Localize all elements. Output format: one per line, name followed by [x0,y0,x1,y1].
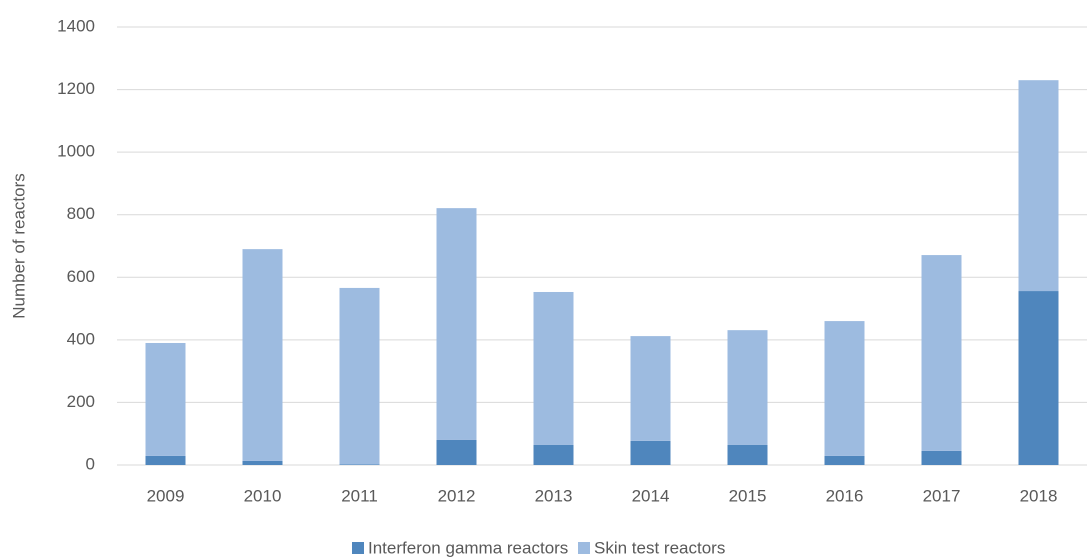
bar-segment [436,439,477,465]
y-tick-label: 1000 [57,142,95,161]
legend-swatch [578,542,590,554]
bar-segment [921,450,962,465]
y-tick-label: 0 [86,454,95,473]
x-tick-label: 2014 [632,486,670,505]
bar-segment [1018,80,1059,292]
x-tick-label: 2015 [729,486,767,505]
bar-segment [727,330,768,445]
bar-segment [824,455,865,465]
x-tick-label: 2009 [147,486,185,505]
y-tick-label: 1400 [57,16,95,35]
y-tick-label: 800 [67,204,95,223]
bar-segment [824,321,865,456]
legend-swatch [352,542,364,554]
x-tick-label: 2012 [438,486,476,505]
bar-segment [339,287,380,465]
x-tick-label: 2017 [923,486,961,505]
bar-segment [242,249,283,461]
y-tick-label: 1200 [57,79,95,98]
y-tick-label: 600 [67,267,95,286]
bar-segment [242,460,283,465]
x-tick-label: 2016 [826,486,864,505]
bar-segment [145,342,186,456]
bar-segment [921,255,962,451]
legend-label: Interferon gamma reactors [368,538,568,557]
x-tick-label: 2011 [341,486,378,505]
bar-segment [630,440,671,465]
bar-segment [436,208,477,440]
x-tick-label: 2010 [244,486,282,505]
bar-segment [533,291,574,445]
y-tick-label: 400 [67,329,95,348]
y-tick-label: 200 [67,392,95,411]
bar-segment [339,464,380,465]
x-tick-label: 2013 [535,486,573,505]
bar-segment [1018,291,1059,465]
x-tick-label: 2018 [1020,486,1058,505]
bar-segment [727,444,768,465]
bar-segment [145,455,186,465]
legend-label: Skin test reactors [594,538,725,557]
bar-segment [533,444,574,465]
y-axis-label: Number of reactors [9,173,28,319]
bar-segment [630,336,671,441]
